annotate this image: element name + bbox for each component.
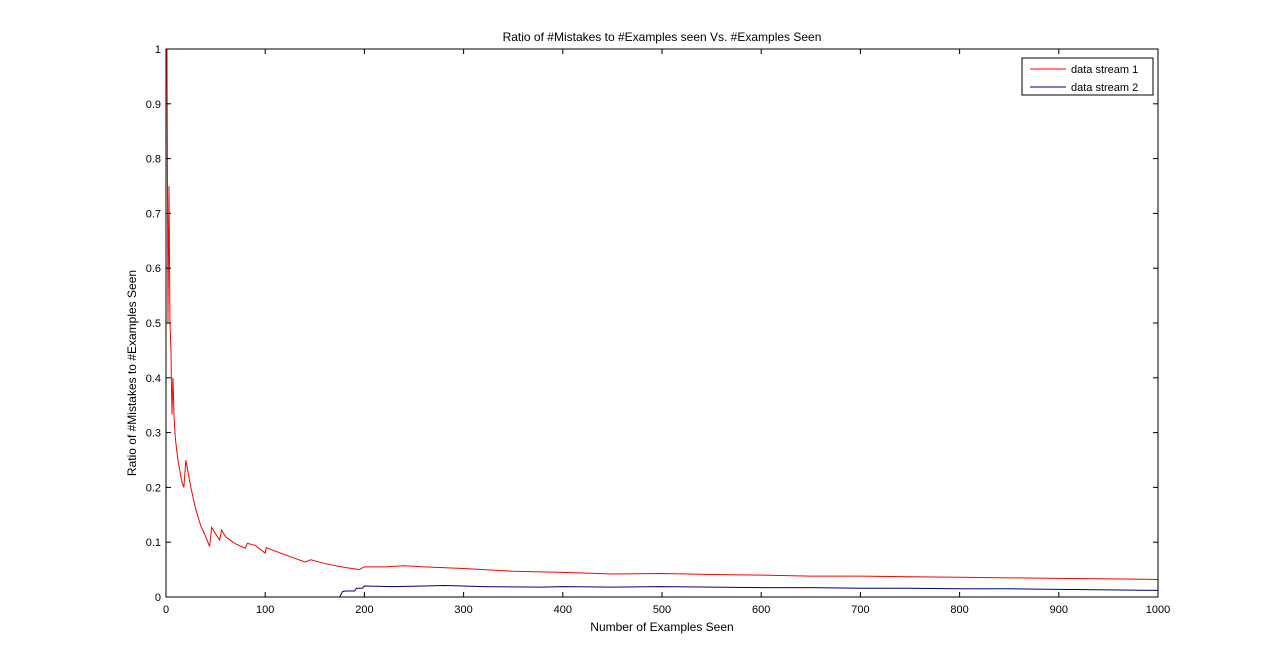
y-tick-label: 1 [155,44,161,56]
y-axis-label: Ratio of #Mistakes to #Examples Seen [125,270,139,476]
x-tick-label: 600 [752,604,770,616]
legend-label-2: data stream 2 [1071,82,1138,94]
y-tick-label: 0 [155,592,161,604]
legend-box [1021,57,1154,96]
x-tick-label: 1000 [1146,604,1170,616]
series-line-2 [166,584,1159,598]
legend-label-1: data stream 1 [1071,64,1138,76]
legend: data stream 1 data stream 2 [1021,57,1154,96]
x-tick-label: 900 [1050,604,1068,616]
y-tick-label: 0.1 [146,537,161,549]
x-tick-label: 500 [653,604,671,616]
x-tick-label: 0 [163,604,169,616]
y-tick-label: 0.9 [146,99,161,111]
chart-title: Ratio of #Mistakes to #Examples seen Vs.… [503,30,822,44]
series-layer [166,48,1159,598]
x-axis-label: Number of Examples Seen [590,620,733,634]
x-tick-label: 800 [950,604,968,616]
x-tick-label: 400 [554,604,572,616]
y-tick-label: 0.2 [146,482,161,494]
x-tick-label: 700 [851,604,869,616]
x-tick-label: 300 [454,604,472,616]
series-line-1 [166,48,1159,580]
y-tick-label: 0.3 [146,428,161,440]
x-tick-label: 200 [355,604,373,616]
tick-layer: 0 100 200 300 400 500 600 700 800 900 1000 0 0.1 0.2 0… [146,44,1171,616]
y-tick-label: 0.4 [146,373,161,385]
x-tick-label: 100 [256,604,274,616]
plot-area [166,49,1158,597]
y-tick-label: 0.8 [146,154,161,166]
y-tick-label: 0.7 [146,208,161,220]
y-tick-label: 0.5 [146,318,161,330]
y-tick-label: 0.6 [146,263,161,275]
